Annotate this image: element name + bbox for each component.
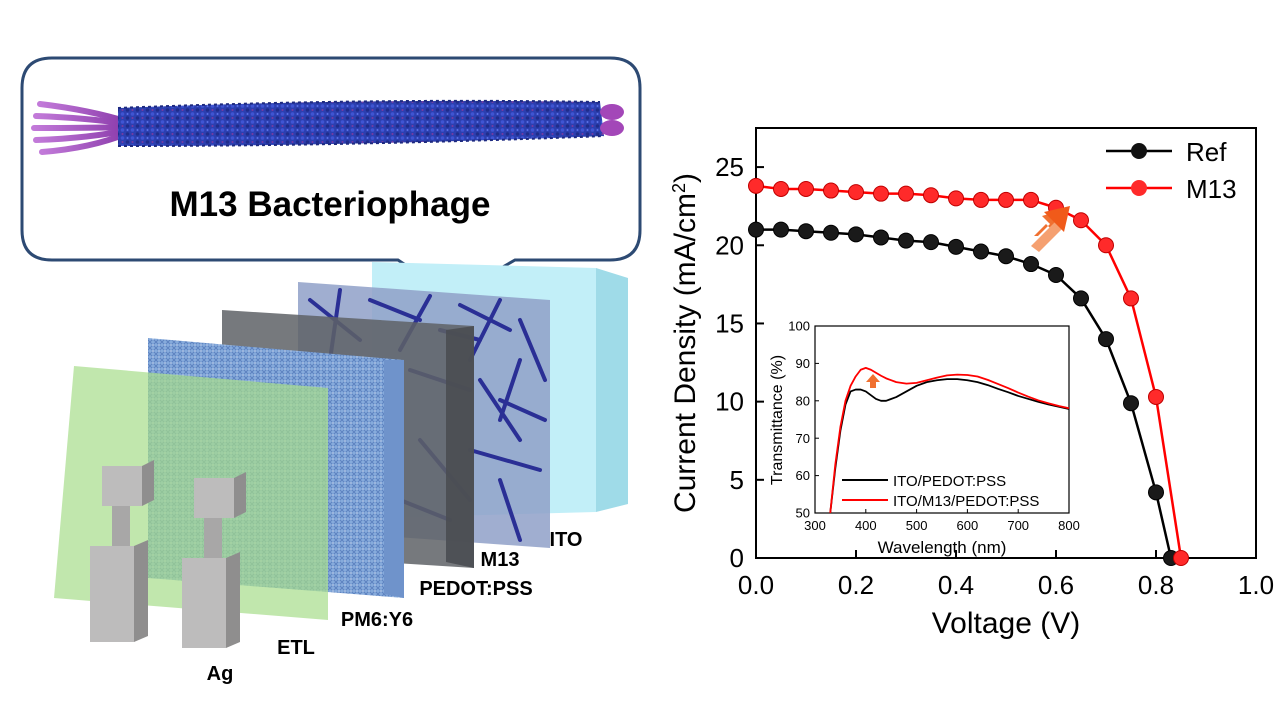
jv-y-tick-label: 20: [715, 230, 744, 260]
jv-point-m13: [1073, 212, 1089, 229]
jv-point-m13: [998, 191, 1014, 208]
jv-point-ref: [1048, 266, 1064, 283]
ag-electrode-2: [182, 472, 246, 648]
jv-point-ref: [898, 232, 914, 249]
jv-point-ref: [1123, 395, 1139, 412]
inset-series-layer: [829, 366, 1070, 514]
inset-y-tick-label: 70: [796, 431, 810, 446]
inset-y-tick-label: 80: [796, 393, 810, 408]
jv-point-ref: [1073, 290, 1089, 307]
inset-legend-ref-label: ITO/PEDOT:PSS: [893, 473, 1006, 490]
inset-x-tick-label: 500: [906, 518, 928, 533]
jv-y-tick-label: 0: [730, 543, 744, 573]
jv-point-ref: [1098, 331, 1114, 348]
inset-x-tick-label: 400: [855, 518, 877, 533]
callout-title: M13 Bacteriophage: [170, 185, 491, 224]
jv-x-tick-label: 0.4: [938, 570, 974, 600]
legend-ref-marker: [1131, 143, 1147, 159]
inset-y-tick-label: 100: [788, 319, 810, 334]
jv-x-tick-label: 0.2: [838, 570, 874, 600]
label-etl: ETL: [277, 637, 315, 659]
jv-y-tick-label: 10: [715, 387, 744, 417]
inset-x-axis-title: Wavelength (nm): [878, 538, 1007, 557]
jv-point-m13: [898, 185, 914, 202]
jv-point-m13: [1123, 290, 1139, 307]
jv-axis-ticks: 0.0 0.2 0.4 0.6 0.8 1.0 0 5 10 15 20 25: [715, 152, 1274, 600]
jv-y-axis-title: Current Density (mA/cm2): [669, 173, 702, 513]
jv-point-m13: [873, 185, 889, 202]
inset-series-line-m13: [829, 366, 1070, 514]
inset-y-tick-label: 50: [796, 506, 810, 521]
inset-plot-frame: [814, 325, 1070, 514]
jv-point-m13: [1023, 191, 1039, 208]
jv-x-axis-title: Voltage (V): [932, 607, 1080, 640]
inset-y-tick-label: 60: [796, 468, 810, 483]
jv-point-ref: [748, 221, 764, 238]
inset-x-tick-label: 300: [804, 518, 826, 533]
jv-point-ref: [923, 234, 939, 251]
inset-x-tick-label: 600: [957, 518, 979, 533]
jv-plot-frame: [755, 127, 1257, 559]
jv-point-m13: [1148, 388, 1164, 405]
jv-point-ref: [848, 226, 864, 243]
jv-point-m13: [1098, 237, 1114, 254]
jv-point-m13: [823, 182, 839, 199]
label-ito: ITO: [550, 529, 583, 551]
callout-bubble: [20, 56, 642, 298]
inset-arrow: [866, 374, 880, 388]
jv-x-tick-label: 0.8: [1138, 570, 1174, 600]
jv-chart: 0.0 0.2 0.4 0.6 0.8 1.0 0 5 10 15 20 25 Voltage (V)…: [669, 127, 1274, 640]
inset-legend: ITO/PEDOT:PSS ITO/M13/PEDOT:PSS: [842, 473, 1039, 510]
inset-y-axis-title: Transmittance (%): [769, 355, 786, 485]
label-pm6y6: PM6:Y6: [341, 609, 413, 631]
jv-point-m13: [923, 187, 939, 204]
jv-point-m13: [748, 177, 764, 194]
jv-point-ref: [1023, 256, 1039, 273]
jv-y-tick-label: 25: [715, 152, 744, 182]
label-ag: Ag: [207, 663, 234, 685]
jv-series-layer: [748, 177, 1189, 566]
inset-y-tick-label: 90: [796, 356, 810, 371]
jv-point-m13: [773, 180, 789, 197]
jv-point-m13: [973, 191, 989, 208]
jv-point-ref: [973, 243, 989, 260]
jv-point-m13: [1173, 550, 1189, 566]
jv-x-tick-label: 1.0: [1238, 570, 1274, 600]
jv-point-ref: [773, 221, 789, 238]
label-m13: M13: [481, 549, 520, 571]
inset-legend-m13-label: ITO/M13/PEDOT:PSS: [893, 493, 1039, 510]
legend-ref-label: Ref: [1186, 137, 1227, 167]
jv-point-ref: [873, 229, 889, 246]
bacteriophage-illustration: [31, 99, 624, 155]
jv-point-ref: [948, 238, 964, 255]
jv-point-ref: [1148, 484, 1164, 501]
jv-point-ref: [798, 223, 814, 240]
inset-series-line-ref: [829, 378, 1070, 514]
jv-point-ref: [998, 248, 1014, 265]
jv-x-tick-label: 0.6: [1038, 570, 1074, 600]
jv-point-m13: [948, 190, 964, 207]
jv-legend: Ref M13: [1106, 137, 1237, 204]
legend-m13-marker: [1131, 180, 1147, 196]
ag-electrode-1: [90, 460, 154, 642]
jv-y-tick-label: 15: [715, 309, 744, 339]
inset-x-tick-label: 700: [1007, 518, 1029, 533]
label-pedot: PEDOT:PSS: [419, 578, 532, 600]
jv-point-ref: [823, 224, 839, 241]
legend-m13-label: M13: [1186, 174, 1237, 204]
jv-y-tick-label: 5: [730, 465, 744, 495]
jv-point-m13: [798, 180, 814, 197]
improvement-arrow: [1031, 206, 1070, 252]
jv-point-m13: [848, 184, 864, 201]
transmittance-inset: 300 400 500 600 700 800 50 60 70 80 90 100 Waveleng…: [769, 319, 1080, 557]
inset-x-tick-label: 800: [1058, 518, 1080, 533]
inset-axis-ticks: 300 400 500 600 700 800 50 60 70 80 90 100: [788, 319, 1080, 533]
jv-x-tick-label: 0.0: [738, 570, 774, 600]
